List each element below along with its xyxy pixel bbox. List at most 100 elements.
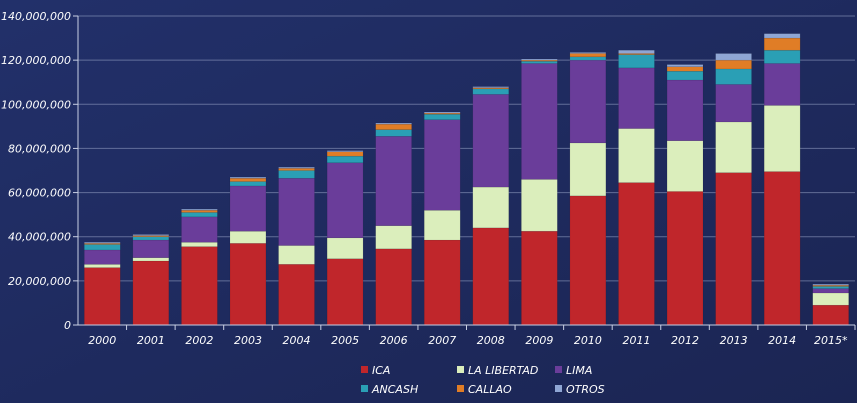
bar-segment <box>326 150 364 152</box>
bar-segment <box>375 248 412 326</box>
bar-segment <box>181 209 218 213</box>
bar-segment <box>84 264 121 268</box>
bar-segment <box>278 166 315 169</box>
x-tick-label: 2008 <box>477 334 505 347</box>
legend: ICA LA LIBERTAD LIMA ANCASH CALLAO OTROS <box>361 364 605 396</box>
bar-segment <box>569 52 607 54</box>
y-tick-label: 0 <box>64 319 71 332</box>
x-tick-label: 2004 <box>283 334 311 347</box>
bar-segment <box>229 177 267 182</box>
bar-segment <box>812 304 849 326</box>
bar-segment <box>375 122 412 125</box>
legend-label: ANCASH <box>371 383 418 396</box>
x-axis: 2000 2001 2002 2003 2004 2005 2006 2007 2008 2009… <box>78 324 856 347</box>
bar-segment <box>812 283 849 286</box>
bar-segment <box>715 68 752 85</box>
y-tick-label: 60,000,000 <box>8 187 71 200</box>
bar-segment <box>132 260 170 326</box>
bar-segment <box>472 86 509 88</box>
bar-segment <box>812 288 849 294</box>
bar-segment <box>812 286 849 289</box>
x-tick-label: 2011 <box>622 334 650 347</box>
bar-segment <box>472 227 509 326</box>
bar-segment <box>326 151 364 157</box>
legend-label: LIMA <box>566 364 592 377</box>
bar-segment <box>472 88 509 95</box>
bar-segment <box>181 241 218 247</box>
bar-segment <box>569 142 607 197</box>
bar-segment <box>569 59 607 144</box>
x-tick-label: 2007 <box>428 334 456 347</box>
bar-segment <box>666 79 704 141</box>
bar-segment <box>326 162 364 239</box>
x-tick-label: 2009 <box>525 334 553 347</box>
bar-segment <box>424 209 461 241</box>
bar-segment <box>521 230 558 326</box>
y-tick-label: 140,000,000 <box>1 10 71 23</box>
legend-swatch <box>457 385 464 392</box>
bar-segment <box>278 264 315 326</box>
bar-segment <box>229 176 267 179</box>
bar-segment <box>666 140 704 192</box>
legend-swatch <box>555 385 562 392</box>
bar-segment <box>666 191 704 326</box>
y-tick-label: 120,000,000 <box>1 54 71 67</box>
bar-segment <box>618 49 655 54</box>
bar-segment <box>181 246 218 326</box>
bar-segment <box>763 33 801 39</box>
bar-segment <box>278 177 315 246</box>
bar-segment <box>229 243 267 326</box>
bar-segment <box>521 58 558 61</box>
bar-segment <box>375 136 412 226</box>
bar-segment <box>229 230 267 244</box>
bar-segment <box>569 195 607 326</box>
bar-segment <box>763 171 801 326</box>
x-tick-label: 2015* <box>814 334 848 347</box>
bar-segment <box>812 292 849 306</box>
bar-segment <box>715 59 752 70</box>
legend-swatch <box>361 366 368 373</box>
bar-segment <box>715 84 752 123</box>
bar-segment <box>763 49 801 64</box>
bar-segment <box>666 64 704 68</box>
legend-swatch <box>555 366 562 373</box>
bar-segment <box>472 186 509 229</box>
bar-segment <box>521 60 558 64</box>
bar-segment <box>181 216 218 243</box>
y-tick-label: 40,000,000 <box>8 231 71 244</box>
x-tick-label: 2001 <box>137 334 165 347</box>
bar-segment <box>132 239 170 258</box>
bar-segment <box>618 128 655 183</box>
bar-segment <box>424 119 461 211</box>
bar-segment <box>715 121 752 173</box>
bar-segment <box>84 249 121 265</box>
y-tick-label: 100,000,000 <box>1 98 71 111</box>
x-tick-label: 2006 <box>380 334 408 347</box>
legend-swatch <box>457 366 464 373</box>
bar-segment <box>375 225 412 250</box>
bar-segment <box>618 54 655 69</box>
legend-label: OTROS <box>566 383 605 396</box>
x-tick-label: 2002 <box>185 334 213 347</box>
bar-segment <box>618 182 655 326</box>
x-tick-label: 2005 <box>331 334 359 347</box>
bar-segment <box>424 239 461 326</box>
bar-segment <box>181 208 218 211</box>
bar-segment <box>666 70 704 81</box>
bar-segment <box>569 56 607 61</box>
bar-segment <box>229 181 267 187</box>
bar-segment <box>521 179 558 232</box>
x-tick-label: 2000 <box>88 334 116 347</box>
x-tick-label: 2003 <box>234 334 262 347</box>
bar-segment <box>278 168 315 171</box>
bar-segment <box>569 53 607 58</box>
y-axis: 0 20,000,000 40,000,000 60,000,000 80,000,00… <box>1 10 79 332</box>
bar-segment <box>618 67 655 129</box>
bar-segment <box>326 237 364 260</box>
legend-label: CALLAO <box>468 383 512 396</box>
x-tick-label: 2014 <box>768 334 796 347</box>
bar-segment <box>326 258 364 326</box>
bars <box>84 33 849 326</box>
